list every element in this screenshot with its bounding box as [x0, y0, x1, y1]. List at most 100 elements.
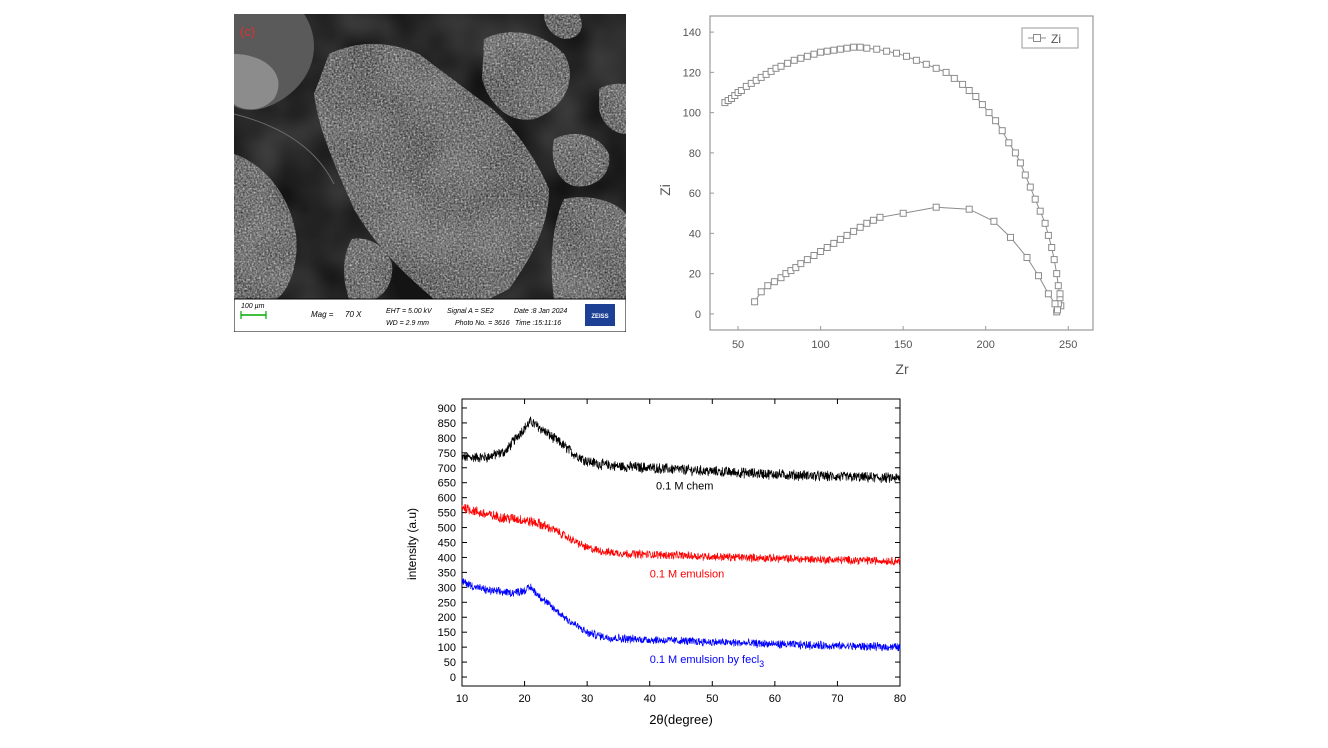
- nyquist-point: [899, 209, 907, 217]
- nyquist-point: [1050, 256, 1058, 264]
- nyquist-x-tick-label: 100: [811, 339, 829, 351]
- nyquist-point: [1041, 219, 1049, 227]
- nyquist-y-tick-label: 60: [689, 188, 701, 200]
- nyquist-point: [1023, 254, 1031, 261]
- nyquist-point: [1035, 272, 1042, 280]
- nyquist-point: [770, 278, 778, 286]
- nyquist-point: [843, 44, 851, 52]
- nyquist-point: [1031, 195, 1039, 203]
- xrd-y-tick-label: 250: [438, 597, 456, 609]
- nyquist-point: [836, 45, 844, 53]
- nyquist-point: [856, 43, 864, 51]
- xrd-series-label: 0.1 M chem: [656, 481, 713, 493]
- signal-value: Signal A = SE2: [447, 308, 494, 315]
- nyquist-point: [863, 219, 871, 227]
- xrd-y-axis-label: intensity (a.u): [405, 508, 419, 580]
- xrd-x-tick-label: 60: [769, 693, 781, 705]
- xrd-y-tick-label: 350: [438, 567, 456, 579]
- xrd-y-tick-label: 700: [438, 463, 456, 475]
- xrd-x-tick-label: 40: [644, 693, 656, 705]
- zeiss-logo: [585, 304, 615, 326]
- xrd-x-tick-label: 70: [831, 693, 843, 705]
- xrd-y-tick-label: 500: [438, 523, 456, 535]
- sem-image: (c) 100 µm Mag = 70 X EHT = 5.00 kV WD =…: [233, 14, 627, 333]
- nyquist-point: [959, 80, 967, 88]
- nyquist-y-tick-label: 80: [689, 148, 701, 160]
- nyquist-y-tick-label: 20: [689, 269, 701, 281]
- xrd-y-tick-label: 600: [438, 493, 456, 505]
- nyquist-point: [1044, 290, 1052, 298]
- nyquist-point: [1044, 231, 1052, 239]
- nyquist-point: [942, 68, 950, 76]
- scale-bar-label: 100 µm: [241, 303, 265, 310]
- zeiss-logo-text: ZEISS: [591, 314, 608, 320]
- xrd-x-tick-label: 10: [456, 693, 468, 705]
- nyquist-point: [1005, 139, 1013, 147]
- nyquist-point: [757, 288, 765, 296]
- mag-label: Mag =: [311, 310, 334, 319]
- nyquist-point: [803, 256, 811, 264]
- sem-micrograph: (c) 100 µm Mag = 70 X EHT = 5.00 kV WD =…: [233, 14, 627, 333]
- xrd-series-label: 0.1 M emulsion: [650, 568, 725, 580]
- xrd-x-tick-label: 30: [581, 693, 593, 705]
- nyquist-point: [803, 52, 811, 60]
- legend-marker-zi: [1033, 34, 1041, 42]
- xrd-plot: 0501001502002503003504004505005506006507…: [405, 398, 906, 727]
- nyquist-point: [1051, 300, 1059, 308]
- nyquist-point: [1053, 270, 1061, 278]
- nyquist-point: [992, 117, 1000, 125]
- xrd-y-tick-label: 900: [438, 403, 456, 415]
- nyquist-point: [932, 203, 940, 211]
- nyquist-point: [843, 231, 851, 239]
- nyquist-point: [1048, 244, 1056, 251]
- nyquist-point: [1056, 290, 1064, 298]
- nyquist-point: [950, 74, 958, 82]
- nyquist-point: [830, 239, 838, 247]
- nyquist-point: [978, 101, 986, 109]
- nyquist-x-tick-label: 150: [894, 339, 912, 351]
- xrd-y-tick-label: 400: [438, 552, 456, 564]
- xrd-y-tick-label: 750: [438, 448, 456, 460]
- xrd-series-label-subscript: 3: [759, 659, 764, 669]
- xrd-y-tick-label: 550: [438, 508, 456, 520]
- nyquist-y-tick-label: 40: [689, 228, 701, 240]
- nyquist-point: [965, 205, 973, 213]
- nyquist-point: [764, 282, 772, 290]
- nyquist-point: [823, 244, 831, 251]
- nyquist-point: [777, 274, 785, 282]
- nyquist-point: [972, 93, 980, 100]
- xrd-y-tick-label: 0: [450, 672, 456, 684]
- nyquist-point: [792, 264, 800, 272]
- nyquist-point: [893, 49, 900, 57]
- xrd-series-label: 0.1 M emulsion by fecl3: [650, 654, 764, 669]
- nyquist-point: [797, 54, 805, 62]
- nyquist-y-tick-label: 120: [683, 67, 701, 79]
- nyquist-x-tick-label: 200: [977, 339, 995, 351]
- nyquist-point: [863, 44, 871, 52]
- nyquist-point: [784, 59, 792, 67]
- nyquist-point: [990, 217, 998, 225]
- xrd-y-tick-label: 450: [438, 538, 456, 550]
- xrd-x-tick-label: 80: [894, 693, 906, 705]
- nyquist-point: [810, 252, 818, 259]
- nyquist-point: [856, 223, 864, 231]
- nyquist-point: [850, 43, 858, 51]
- nyquist-point: [797, 260, 805, 268]
- xrd-y-tick-label: 650: [438, 478, 456, 490]
- date-value: Date :8 Jan 2024: [514, 308, 567, 315]
- nyquist-x-tick-label: 50: [732, 339, 744, 351]
- nyquist-y-tick-label: 140: [683, 27, 701, 39]
- nyquist-x-axis-label: Zr: [895, 361, 909, 377]
- nyquist-legend: Zi: [1021, 27, 1079, 49]
- legend-label-zi: Zi: [1051, 32, 1061, 46]
- xrd-y-tick-label: 800: [438, 433, 456, 445]
- nyquist-point: [777, 62, 785, 70]
- nyquist-point: [830, 46, 838, 54]
- xrd-x-tick-label: 20: [518, 693, 530, 705]
- wd-value: WD = 2.9 mm: [386, 320, 429, 327]
- nyquist-y-axis-label: Zi: [657, 184, 673, 196]
- nyquist-point: [810, 50, 818, 58]
- xrd-y-tick-label: 50: [444, 657, 456, 669]
- time-value: Time :15:11:16: [515, 320, 561, 327]
- xrd-series-line: [461, 416, 901, 483]
